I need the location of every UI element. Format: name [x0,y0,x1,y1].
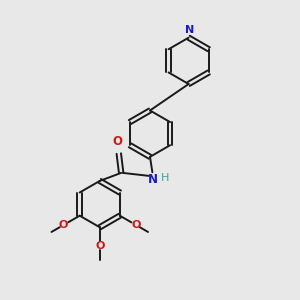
Text: O: O [95,242,104,251]
Text: N: N [147,173,158,186]
Text: N: N [185,25,194,35]
Text: O: O [132,220,141,230]
Text: H: H [161,173,169,183]
Text: O: O [112,135,122,148]
Text: O: O [58,220,68,230]
